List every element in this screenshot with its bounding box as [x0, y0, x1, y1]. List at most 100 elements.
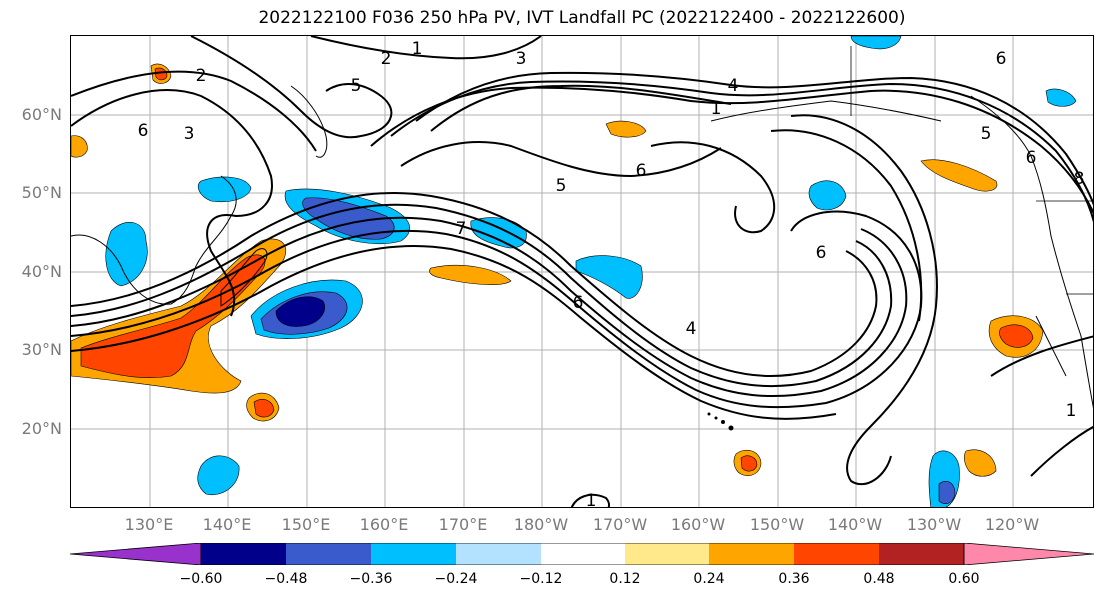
- ivt-anomaly-shading: [71, 36, 1077, 507]
- lon-label-130e: 130°E: [124, 515, 174, 534]
- map-canvas: 1 2 3 5 6 4 1 3 2 6 5 6 5 7 6 6 4 1 1 6 …: [71, 36, 1093, 508]
- anomaly-negative-se-core: [938, 481, 956, 504]
- contour-label: 1: [1066, 401, 1077, 421]
- pv-contour-11: [390, 80, 1093, 223]
- contour-label: 3: [516, 49, 527, 69]
- pv-contour-13: [430, 84, 732, 132]
- lat-label-50n: 50°N: [21, 183, 62, 202]
- coastlines: [71, 85, 1093, 409]
- anomaly-negative-central-2: [575, 255, 643, 299]
- lon-label-120w: 120°W: [984, 515, 1040, 534]
- colorbar-tick-label: −0.12: [519, 571, 563, 587]
- colorbar-extend-high: [963, 543, 1094, 565]
- graticule: [71, 36, 1093, 507]
- anomaly-negative-manchuria: [105, 222, 148, 287]
- pv-contour-10: [370, 86, 1093, 215]
- contour-label: 7: [456, 219, 467, 239]
- colorbar-tick-label: −0.60: [179, 571, 223, 587]
- anomaly-negative-top: [850, 36, 902, 50]
- anomaly-strong-negative-kuril: [302, 197, 395, 240]
- lon-label-170e: 170°E: [438, 515, 488, 534]
- pv-contour-20: [570, 493, 610, 507]
- pv-contour-14: [400, 141, 722, 178]
- anomaly-negative-ne: [1045, 88, 1077, 107]
- colorbar-bin: [456, 543, 541, 565]
- pv-contour-3: [71, 216, 908, 398]
- contour-label: 1: [711, 99, 722, 119]
- coast-asia: [71, 175, 237, 305]
- anomaly-positive-kamchatka: [605, 120, 647, 138]
- colorbar-extend-low: [70, 543, 202, 565]
- pv-contour-4: [71, 210, 923, 409]
- pv-contour-9: [310, 36, 542, 60]
- colorbar-tick-label: −0.24: [434, 571, 478, 587]
- contour-label: 1: [586, 491, 597, 508]
- map-title: 2022122100 F036 250 hPa PV, IVT Landfall…: [258, 8, 906, 28]
- colorbar-tick-label: −0.48: [264, 571, 308, 587]
- lon-label-150e: 150°E: [281, 515, 331, 534]
- contour-label: 5: [556, 176, 567, 196]
- colorbar-tick-label: 0.60: [948, 571, 980, 587]
- anomaly-strong-japan: [80, 254, 266, 378]
- lon-label-160w: 160°W: [670, 515, 726, 534]
- colorbar-tick-label: 0.36: [778, 571, 810, 587]
- coast-north-america: [970, 95, 1093, 409]
- anomaly-darkest-kuroshio: [275, 296, 325, 327]
- contour-labels: 1 2 3 5 6 4 1 3 2 6 5 6 5 7 6 6 4 1 1 6 …: [138, 39, 1085, 508]
- lon-label-140w: 140°W: [827, 515, 883, 534]
- colorbar-bin: [625, 543, 709, 565]
- coast-alaska: [710, 100, 942, 122]
- colorbar-bin: [879, 543, 964, 565]
- anomaly-strong-positive-nw: [154, 67, 168, 81]
- contour-label: 2: [381, 49, 392, 69]
- colorbar-bin: [286, 543, 371, 565]
- pv-contour-6: [71, 89, 273, 317]
- colorbar-bin: [794, 543, 879, 565]
- pv-contour-17: [770, 129, 923, 322]
- colorbar-bin: [371, 543, 456, 565]
- lon-label-160e: 160°E: [359, 515, 409, 534]
- lat-label-60n: 60°N: [21, 105, 62, 124]
- colorbar-bin: [201, 543, 286, 565]
- colorbar-bin: [709, 543, 794, 565]
- lon-label-130w: 130°W: [906, 515, 962, 534]
- anomaly-positive-se2: [964, 449, 997, 477]
- contour-label: 6: [816, 243, 827, 263]
- contour-label: 6: [1026, 148, 1037, 168]
- colorbar-tick-label: −0.36: [349, 571, 393, 587]
- contour-label: 4: [728, 76, 739, 96]
- anomaly-positive-170e: [429, 264, 512, 285]
- pv-contour-8: [190, 36, 393, 139]
- hawaii-islands: [707, 412, 734, 431]
- colorbar-tick-label: 0.48: [863, 571, 895, 587]
- contour-label: 6: [573, 293, 584, 313]
- anomaly-strong-positive-hawaii-s: [740, 455, 758, 472]
- lon-label-170w: 170°W: [592, 515, 648, 534]
- pv-contour-16: [790, 114, 938, 486]
- coast-baja: [1035, 315, 1067, 377]
- contour-label: 6: [996, 49, 1007, 69]
- coast-japan: [220, 248, 268, 307]
- colorbar-tick-label: 0.24: [693, 571, 725, 587]
- lon-label-150w: 150°W: [749, 515, 805, 534]
- contour-label: 5: [981, 124, 992, 144]
- anomaly-positive-west-edge: [71, 135, 88, 158]
- lat-label-20n: 20°N: [21, 419, 62, 438]
- colorbar: [70, 543, 1094, 565]
- contour-label: 1: [412, 39, 423, 59]
- lon-label-140e: 140°E: [202, 515, 252, 534]
- pv-contour-7: [71, 70, 317, 152]
- lat-label-40n: 40°N: [21, 262, 62, 281]
- colorbar-tick-label: 0.12: [609, 571, 641, 587]
- anomaly-strong-positive-sw: [253, 399, 275, 418]
- coast-kamchatka: [290, 85, 328, 158]
- anomaly-negative-okhotsk: [198, 176, 252, 203]
- pv-contour-19: [1030, 425, 1093, 477]
- anomaly-positive-bc: [920, 159, 998, 192]
- anomaly-strong-positive-baja: [999, 324, 1034, 348]
- colorbar-bin: [541, 543, 625, 565]
- anomaly-negative-south: [197, 455, 240, 496]
- pv-contour-2: [71, 203, 893, 388]
- pv-contour-5: [71, 244, 837, 420]
- pv-contour-15: [650, 141, 776, 234]
